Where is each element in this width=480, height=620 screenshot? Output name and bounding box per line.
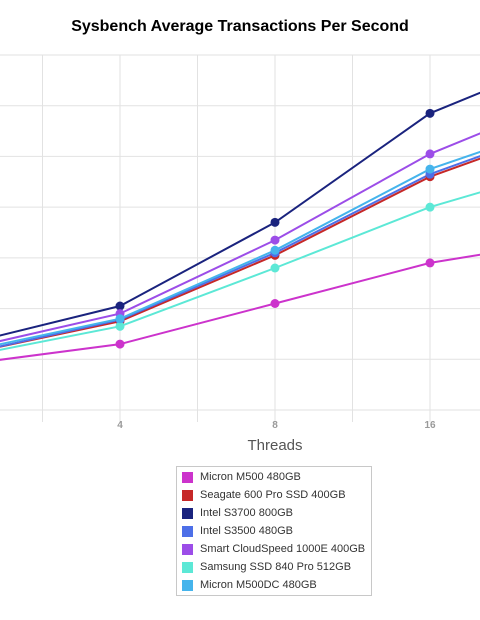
chart-title: Sysbench Average Transactions Per Second — [71, 18, 409, 35]
legend-item: Samsung SSD 840 Pro 512GB — [177, 558, 371, 576]
legend-item: Smart CloudSpeed 1000E 400GB — [177, 540, 371, 558]
legend-label: Intel S3700 800GB — [200, 507, 293, 519]
legend-label: Intel S3500 480GB — [200, 525, 293, 537]
legend-item: Micron M500 480GB — [177, 468, 371, 486]
data-point-5-2 — [270, 263, 280, 273]
data-point-2-3 — [425, 108, 435, 118]
legend-swatch — [182, 489, 193, 501]
chart-plot-area: 4 8 16 — [0, 54, 480, 430]
legend-label: Samsung SSD 840 Pro 512GB — [200, 561, 352, 573]
data-point-4-3 — [425, 149, 435, 159]
series-line-3 — [0, 155, 480, 348]
data-point-6-3 — [425, 164, 435, 174]
legend-swatch — [182, 507, 193, 519]
series-line-5 — [0, 191, 480, 351]
data-point-4-2 — [270, 235, 280, 245]
data-point-0-2 — [270, 299, 280, 308]
legend-label: Smart CloudSpeed 1000E 400GB — [200, 543, 366, 555]
x-tick-label: 8 — [272, 420, 278, 430]
legend-label: Micron M500 480GB — [200, 471, 301, 483]
series-line-2 — [0, 91, 480, 337]
data-point-5-1 — [115, 321, 125, 331]
data-point-2-1 — [115, 301, 125, 311]
legend-swatch — [182, 471, 193, 483]
legend-label: Seagate 600 Pro SSD 400GB — [200, 489, 346, 501]
legend-item: Intel S3500 480GB — [177, 522, 371, 540]
data-point-6-2 — [270, 245, 280, 255]
legend-item: Micron M500DC 480GB — [177, 576, 371, 594]
legend-item: Seagate 600 Pro SSD 400GB — [177, 486, 371, 504]
legend-label: Micron M500DC 480GB — [200, 579, 317, 591]
series-points — [115, 108, 435, 349]
legend-swatch — [182, 561, 193, 573]
data-point-0-3 — [425, 258, 435, 268]
x-tick-label: 16 — [424, 420, 436, 430]
data-point-0-1 — [115, 339, 125, 349]
legend-swatch — [182, 543, 193, 555]
data-point-5-3 — [425, 202, 435, 212]
x-tick-label: 4 — [117, 420, 123, 430]
gridlines — [0, 54, 480, 422]
data-point-2-2 — [270, 217, 280, 227]
series-line-6 — [0, 150, 480, 346]
series-line-1 — [0, 157, 480, 348]
x-tick-labels: 4 8 16 — [117, 420, 436, 430]
legend-swatch — [182, 579, 193, 591]
x-axis-label: Threads — [247, 437, 303, 454]
legend-item: Intel S3700 800GB — [177, 504, 371, 522]
legend: Micron M500 480GB Seagate 600 Pro SSD 400… — [176, 466, 372, 596]
data-point-6-1 — [115, 314, 125, 324]
legend-swatch — [182, 525, 193, 537]
